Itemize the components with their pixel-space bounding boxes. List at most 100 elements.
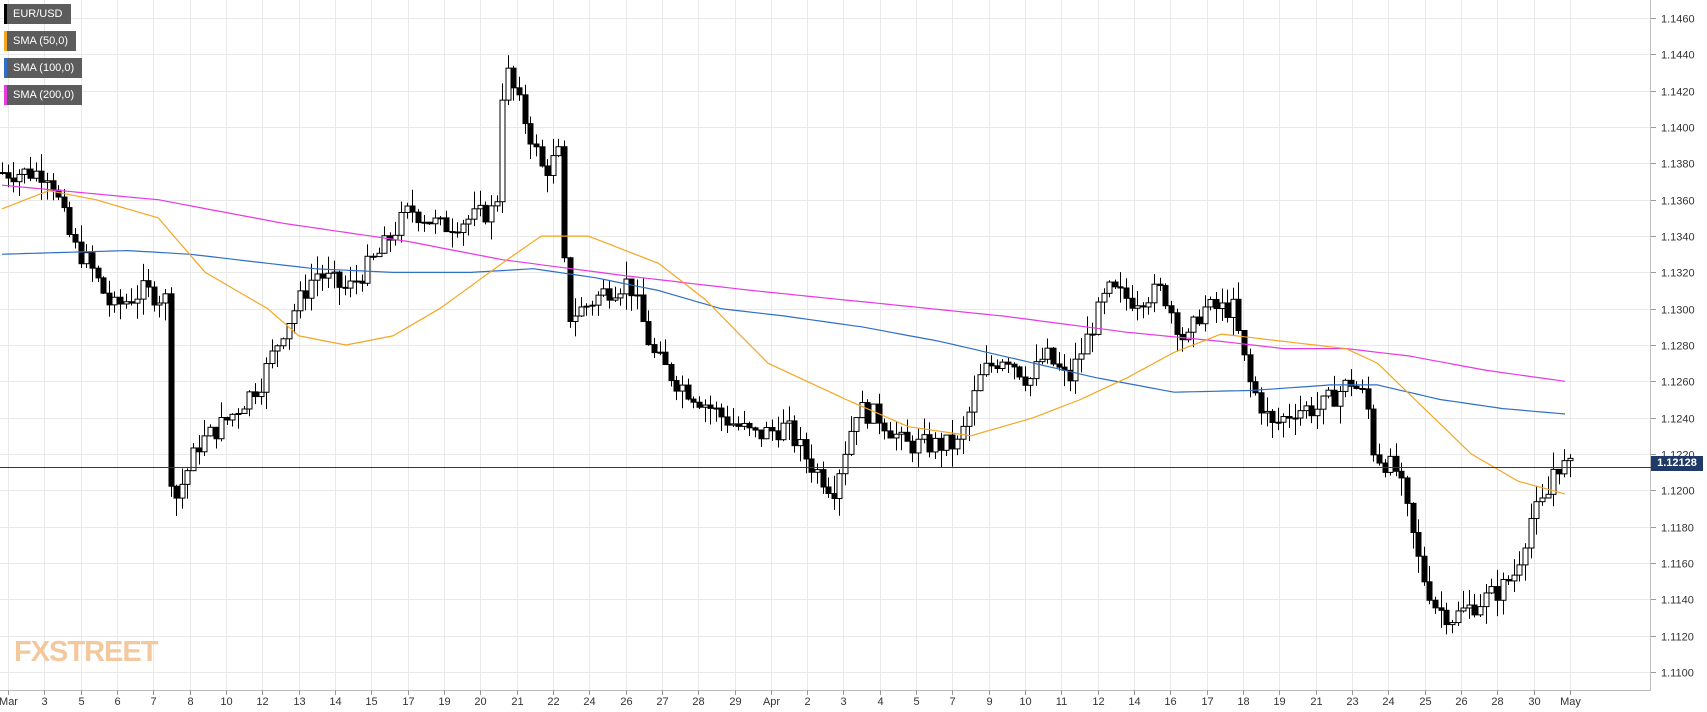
candle-body: [864, 402, 871, 424]
candle-body: [201, 435, 208, 453]
y-tick-label: 1.1400: [1661, 123, 1695, 135]
candle-body: [516, 87, 523, 96]
candlesticks: [0, 55, 1574, 635]
x-tick-label: 5: [78, 696, 84, 708]
candle-body: [1033, 361, 1040, 380]
candle-body: [510, 67, 517, 89]
candle-body: [881, 422, 888, 432]
x-tick-label: 24: [583, 696, 595, 708]
grid-lines: [0, 0, 1650, 690]
candle-body: [769, 427, 776, 432]
candle-body: [482, 204, 489, 223]
candle-body: [775, 430, 782, 441]
legend-item-sma100[interactable]: SMA (100,0): [4, 58, 83, 78]
candle-body: [651, 344, 658, 354]
x-tick-label: 4: [877, 696, 883, 708]
candle-body: [915, 438, 922, 454]
candle-body: [909, 440, 916, 454]
legend-item-eurusd[interactable]: EUR/USD: [4, 4, 71, 24]
candle-body: [1449, 622, 1456, 626]
x-tick-label: 20: [474, 696, 486, 708]
candle-body: [184, 470, 191, 485]
candle-body: [1011, 363, 1018, 368]
candle-body: [16, 173, 23, 183]
legend-swatch: [4, 31, 7, 51]
candle-body: [1106, 281, 1113, 294]
candle-body: [336, 271, 343, 288]
candle-body: [1140, 305, 1147, 308]
candle-body: [308, 279, 315, 299]
candle-body: [679, 384, 686, 392]
candle-body: [1511, 574, 1518, 582]
candle-body: [1303, 405, 1310, 412]
candle-body: [1533, 501, 1540, 519]
y-tick-label: 1.1140: [1661, 595, 1694, 607]
candle-body: [1134, 305, 1141, 309]
candle-body: [1162, 285, 1169, 307]
candle-body: [1545, 493, 1552, 499]
y-tick-label: 1.1380: [1661, 159, 1695, 171]
legend-item-sma200[interactable]: SMA (200,0): [4, 85, 83, 105]
x-tick-label: 25: [1419, 696, 1431, 708]
candle-body: [870, 403, 877, 424]
candle-body: [140, 280, 147, 300]
candle-body: [1398, 470, 1405, 479]
x-tick-label: 19: [1273, 696, 1285, 708]
candle-body: [432, 217, 439, 225]
candle-body: [100, 277, 107, 294]
candle-body: [741, 422, 748, 427]
candle-body: [690, 398, 697, 403]
legend-item-sma50[interactable]: SMA (50,0): [4, 31, 77, 51]
candle-body: [780, 422, 787, 441]
candle-body: [263, 363, 270, 393]
candle-body: [1415, 532, 1422, 557]
y-axis: 1.1100 1.1120 1.1140 1.1160 1.1180 1.1200 1.12…: [1650, 0, 1695, 690]
candle-body: [1224, 302, 1231, 318]
candle-body: [1264, 410, 1271, 414]
candle-body: [207, 426, 214, 437]
candle-body: [1196, 316, 1203, 325]
candle-body: [1455, 610, 1462, 624]
candle-body: [1410, 502, 1417, 534]
candle-body: [567, 257, 574, 323]
candle-body: [1286, 416, 1293, 419]
candle-body: [55, 189, 62, 198]
candle-body: [1252, 381, 1259, 394]
x-tick-label: Mar: [0, 696, 18, 708]
candle-body: [555, 146, 562, 157]
candle-body: [640, 294, 647, 323]
candle-body: [853, 417, 860, 432]
x-tick-label: 19: [438, 696, 450, 708]
candle-body: [1247, 354, 1254, 383]
candle-body: [156, 302, 163, 306]
candle-body: [454, 231, 461, 234]
y-tick-label: 1.1420: [1661, 87, 1695, 99]
x-tick-label: 18: [1237, 696, 1249, 708]
candle-body: [89, 252, 96, 269]
candle-body: [494, 201, 501, 207]
y-tick-label: 1.1300: [1661, 305, 1695, 317]
candle-body: [1348, 379, 1355, 387]
candle-body: [274, 345, 281, 352]
sma-200-line: [1, 184, 1566, 382]
candle-body: [1308, 405, 1315, 417]
candle-body: [713, 407, 720, 410]
candle-body: [1471, 604, 1478, 616]
candle-body: [1505, 578, 1512, 582]
candle-body: [5, 172, 12, 179]
x-tick-label: 6: [114, 696, 120, 708]
candle-body: [1466, 604, 1473, 609]
candle-body: [1488, 586, 1495, 594]
x-tick-label: May: [1560, 696, 1581, 708]
y-tick-label: 1.1460: [1661, 14, 1695, 26]
x-tick-label: 12: [1092, 696, 1104, 708]
x-tick-label: 10: [1019, 696, 1031, 708]
candle-body: [859, 402, 866, 419]
candle-body: [1151, 283, 1158, 304]
candle-body: [1539, 497, 1546, 503]
candle-body: [224, 417, 231, 421]
y-tick-label: 1.1360: [1661, 196, 1695, 208]
candle-body: [1460, 607, 1467, 612]
candle-body: [134, 298, 141, 304]
